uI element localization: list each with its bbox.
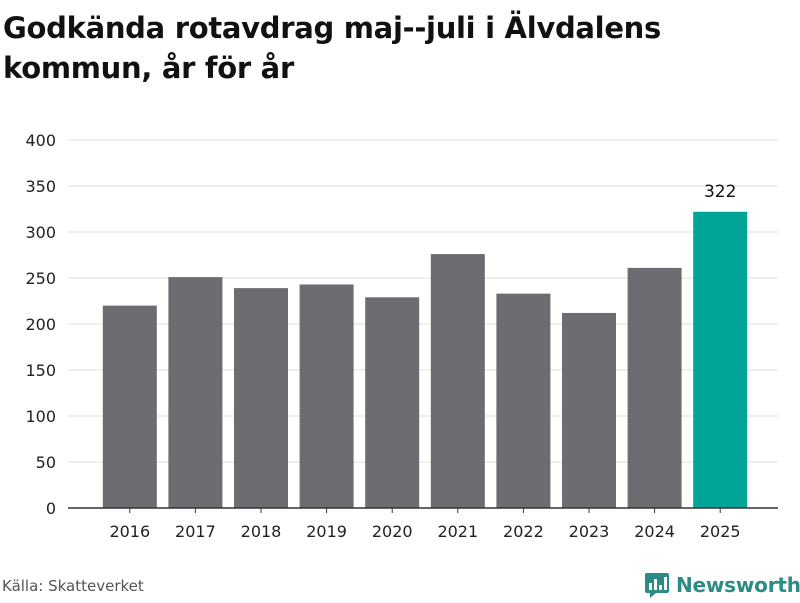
y-tick-label: 100: [25, 407, 56, 426]
x-axis-ticks: 2016 2017 2018 2019 2020 2021 2022 2023 2024 2025: [109, 508, 741, 541]
bar-2025: [693, 211, 748, 508]
data-label: 322: [704, 182, 736, 202]
x-tick-label: 2023: [569, 522, 610, 541]
y-axis-ticks: 0 50 100 150 200 250 300 350 400: [25, 131, 56, 518]
x-tick-label: 2025: [700, 522, 741, 541]
source-note: Källa: Skatteverket: [2, 577, 144, 595]
x-tick-label: 2020: [372, 522, 413, 541]
newsworthy-logo-icon: [644, 571, 670, 599]
x-tick-label: 2016: [109, 522, 150, 541]
x-tick-label: 2019: [306, 522, 347, 541]
bar-2017: [168, 277, 223, 508]
x-tick-label: 2018: [241, 522, 282, 541]
y-tick-label: 150: [25, 361, 56, 380]
y-tick-label: 300: [25, 223, 56, 242]
bar-2016: [102, 305, 157, 508]
bars: [102, 211, 748, 508]
brand-name: Newsworthy: [676, 573, 800, 597]
bar-2020: [365, 297, 420, 508]
y-tick-label: 0: [46, 499, 56, 518]
y-tick-label: 200: [25, 315, 56, 334]
y-tick-label: 350: [25, 177, 56, 196]
data-labels: 322: [704, 182, 736, 202]
bar-2024: [627, 267, 682, 508]
x-tick-label: 2017: [175, 522, 216, 541]
bar-2021: [430, 254, 485, 508]
y-tick-label: 250: [25, 269, 56, 288]
x-tick-label: 2022: [503, 522, 544, 541]
x-tick-label: 2024: [634, 522, 675, 541]
brand-logo: Newsworthy: [644, 568, 800, 602]
bar-2023: [562, 312, 616, 508]
chart-title: Godkända rotavdrag maj--juli i Älvdalens…: [3, 11, 661, 85]
y-tick-label: 400: [25, 131, 56, 150]
y-tick-label: 50: [36, 453, 56, 472]
x-tick-label: 2021: [437, 522, 478, 541]
bar-2022: [496, 293, 551, 508]
bar-2019: [299, 284, 354, 508]
bar-2018: [234, 288, 288, 508]
